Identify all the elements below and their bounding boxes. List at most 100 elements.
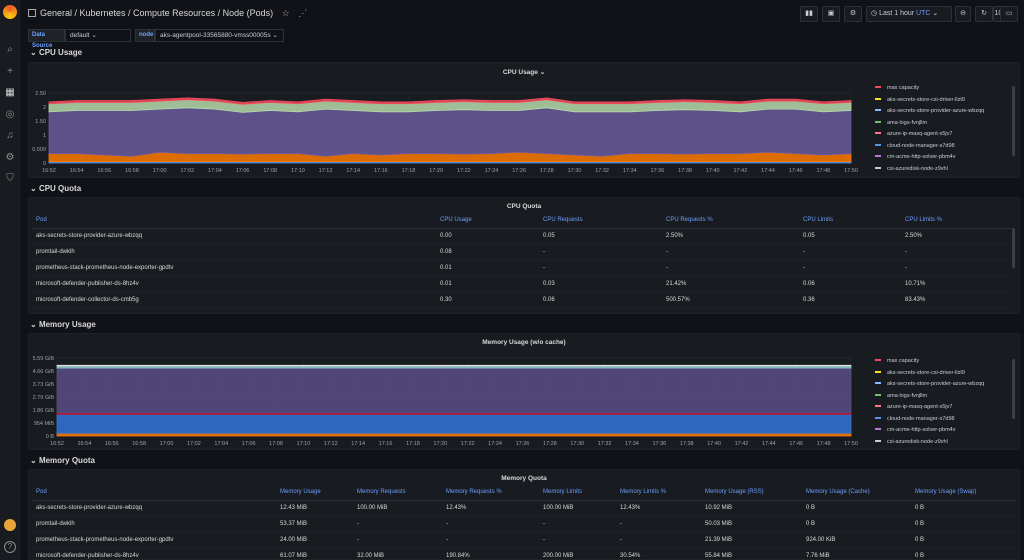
table-cell: microsoft-defender-collector-ds-cmb5g [32, 292, 436, 309]
table-cell: 21.39 MiB [701, 532, 802, 549]
column-header[interactable]: Memory Usage (Swap) [911, 484, 1016, 501]
legend-item[interactable]: ama-logs-fvnjllm [875, 393, 927, 399]
table-cell: 10.71% [901, 276, 1012, 293]
row-memory-usage[interactable]: ⌄ Memory Usage [30, 320, 96, 329]
cpu-table-scrollbar[interactable] [1012, 228, 1015, 268]
help-icon[interactable]: ? [4, 541, 16, 553]
column-header[interactable]: Memory Usage (Cache) [802, 484, 911, 501]
memory-legend-scrollbar[interactable] [1012, 359, 1015, 419]
x-tick-label: 17:36 [652, 441, 666, 447]
legend-item[interactable]: max capacity [875, 85, 919, 91]
top-bar: General / Kubernetes / Compute Resources… [20, 0, 1024, 28]
legend-item[interactable]: cm-acme-http-solver-pbm4v [875, 427, 955, 433]
table-cell: 0.30 [436, 292, 539, 309]
node-variable-label: node [135, 29, 155, 42]
row-memory-quota-title: Memory Quota [38, 456, 95, 465]
column-header[interactable]: CPU Requests % [662, 212, 799, 229]
legend-item[interactable]: cloud-node-manager-s7d98 [875, 416, 955, 422]
legend-item[interactable]: aks-secrets-store-csi-driver-llzt9 [875, 97, 965, 103]
grafana-logo-icon[interactable] [3, 5, 17, 19]
x-tick-label: 17:16 [379, 441, 393, 447]
dashboards-icon[interactable]: ▦ [5, 87, 15, 98]
star-icon[interactable]: ☆ [281, 8, 290, 18]
zoom-out-icon[interactable]: ⊖ [955, 6, 971, 22]
column-header[interactable]: Pod [32, 484, 276, 501]
legend-swatch [875, 382, 881, 384]
explore-icon[interactable]: ◎ [5, 109, 15, 120]
legend-swatch [875, 428, 881, 430]
table-row[interactable]: aks-secrets-store-provider-azure-wbzqq 12… [32, 500, 1016, 517]
tv-mode-icon[interactable]: ▭ [1000, 6, 1018, 22]
y-tick-label: 2.79 GiB [33, 395, 55, 401]
column-header[interactable]: CPU Usage [436, 212, 539, 229]
x-tick-label: 17:10 [297, 441, 311, 447]
row-memory-quota[interactable]: ⌄ Memory Quota [30, 456, 95, 465]
legend-item[interactable]: aks-secrets-store-provider-azure-wbzqq [875, 108, 984, 114]
dashboard-grid-icon [28, 9, 36, 17]
table-cell: 21.42% [662, 276, 799, 293]
legend-item[interactable]: cloud-node-manager-s7d98 [875, 143, 955, 149]
plus-icon[interactable]: + [7, 66, 13, 77]
legend-item[interactable]: aks-secrets-store-provider-azure-wbzqq [875, 381, 984, 387]
share-icon[interactable]: ⋰ [298, 8, 308, 18]
refresh-icon[interactable]: ↻ [975, 6, 993, 22]
table-row[interactable]: prometheus-stack-prometheus-node-exporte… [32, 532, 1016, 549]
shield-icon[interactable]: ⛉ [6, 173, 14, 184]
cpu-usage-chart[interactable]: 0 0.500 1 1.50 2 2.50 16:52 16:54 16:56 16:58 17:0… [29, 91, 879, 179]
settings-gear-icon[interactable]: ⚙ [844, 6, 862, 22]
memory-quota-panel-title[interactable]: Memory Quota [501, 475, 547, 482]
x-tick-label: 17:48 [817, 441, 831, 447]
x-tick-label: 17:38 [680, 441, 694, 447]
column-header[interactable]: Memory Requests [353, 484, 442, 501]
user-avatar[interactable] [4, 519, 16, 531]
y-tick-label: 2.50 [35, 91, 46, 97]
legend-item[interactable]: azure-ip-masq-agent-s5jv7 [875, 404, 952, 410]
column-header[interactable]: Pod [32, 212, 436, 229]
save-icon[interactable]: ▣ [822, 6, 840, 22]
alerting-bell-icon[interactable]: ♫ [6, 130, 14, 141]
column-header[interactable]: Memory Requests % [442, 484, 539, 501]
column-header[interactable]: Memory Usage [276, 484, 353, 501]
row-cpu-usage[interactable]: ⌄ CPU Usage [30, 48, 83, 57]
table-row[interactable]: aks-secrets-store-provider-azure-wbzqq 0.… [32, 228, 1012, 245]
y-tick-label: 0 [43, 161, 46, 167]
legend-item[interactable]: aks-secrets-store-csi-driver-llzt9 [875, 370, 965, 376]
column-header[interactable]: CPU Limits [799, 212, 901, 229]
column-header[interactable]: Memory Limits [539, 484, 616, 501]
memory-usage-chart[interactable]: 0 B 954 MiB 1.86 GiB 2.79 GiB 3.73 GiB 4.66 G… [29, 350, 879, 450]
node-variable-select[interactable]: aks-agentpool-33565880-vmss00005s ⌄ [155, 29, 284, 42]
legend-item[interactable]: cm-acme-http-solver-pbm4v [875, 154, 955, 160]
table-row[interactable]: microsoft-defender-publisher-ds-8hz4v 61.… [32, 548, 1016, 559]
memory-usage-panel-title[interactable]: Memory Usage (w/o cache) [482, 339, 566, 346]
column-header[interactable]: CPU Limits % [901, 212, 1012, 229]
table-row[interactable]: prometheus-stack-prometheus-node-exporte… [32, 260, 1012, 277]
column-header[interactable]: CPU Requests [539, 212, 662, 229]
cpu-quota-panel-title[interactable]: CPU Quota [506, 203, 542, 210]
search-icon[interactable]: ⌕ [7, 44, 13, 55]
table-row[interactable]: promtail-dwklh 0.08- - - - [32, 244, 1012, 261]
cpu-usage-panel-title[interactable]: CPU Usage ⌄ [502, 69, 546, 76]
time-range-picker[interactable]: ◷ Last 1 hour UTC ⌄ [866, 6, 952, 22]
cpu-usage-panel: CPU Usage ⌄ 0 0.500 1 1.50 2 2.50 16:52 16:54 16… [28, 62, 1020, 178]
x-tick-label: 17:06 [242, 441, 256, 447]
table-cell: - [799, 244, 901, 261]
legend-item[interactable]: max capacity [875, 358, 919, 364]
table-row[interactable]: microsoft-defender-collector-ds-cmb5g 0.3… [32, 292, 1012, 309]
row-cpu-usage-title: CPU Usage [38, 48, 83, 57]
gear-icon[interactable]: ⚙ [5, 152, 15, 163]
column-header[interactable]: Memory Usage (RSS) [701, 484, 802, 501]
legend-item[interactable]: azure-ip-masq-agent-s5jv7 [875, 131, 952, 137]
column-header[interactable]: Memory Limits % [616, 484, 701, 501]
table-cell: 0 B [802, 516, 911, 533]
legend-item[interactable]: csi-azuredisk-node-z9vhl [875, 439, 948, 445]
table-row[interactable]: microsoft-defender-publisher-ds-8hz4v 0.0… [32, 276, 1012, 293]
cpu-legend-scrollbar[interactable] [1012, 86, 1015, 156]
datasource-variable-select[interactable]: default ⌄ [65, 29, 131, 42]
table-cell: - [662, 244, 799, 261]
legend-item[interactable]: ama-logs-fvnjllm [875, 120, 927, 126]
add-panel-icon[interactable]: ▮▮ [800, 6, 818, 22]
breadcrumb-text[interactable]: General / Kubernetes / Compute Resources… [40, 8, 274, 18]
legend-item[interactable]: csi-azuredisk-node-z9vhl [875, 166, 948, 172]
row-cpu-quota[interactable]: ⌄ CPU Quota [30, 184, 82, 193]
